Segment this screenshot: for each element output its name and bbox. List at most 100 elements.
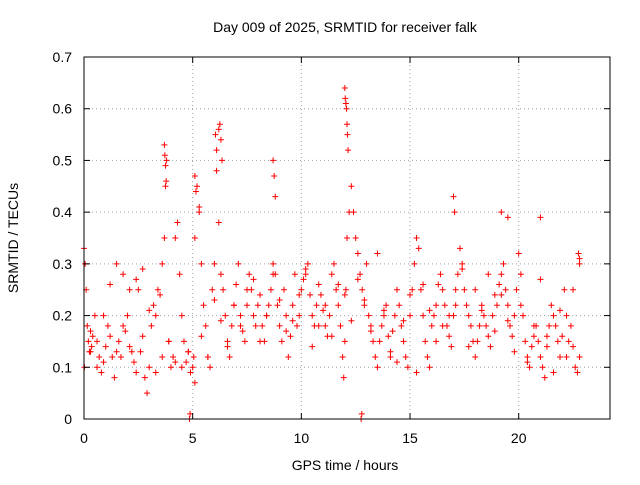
data-point xyxy=(367,322,374,329)
x-tick-label: 5 xyxy=(189,430,197,446)
data-point xyxy=(215,219,222,226)
data-point xyxy=(387,353,394,360)
data-point xyxy=(237,312,244,319)
data-point xyxy=(552,322,559,329)
data-point xyxy=(192,188,199,195)
data-point xyxy=(480,312,487,319)
data-point xyxy=(361,297,368,304)
data-point xyxy=(576,260,583,267)
data-point xyxy=(274,302,281,309)
data-point xyxy=(385,333,392,340)
data-point xyxy=(220,286,227,293)
data-point xyxy=(280,286,287,293)
data-point xyxy=(372,353,379,360)
data-point xyxy=(198,333,205,340)
data-point xyxy=(472,286,479,293)
data-point xyxy=(428,322,435,329)
data-point xyxy=(524,359,531,366)
data-point xyxy=(433,338,440,345)
data-point xyxy=(320,307,327,314)
plot-frame xyxy=(83,56,611,420)
y-tick-label: 0.4 xyxy=(53,204,73,220)
data-point xyxy=(426,307,433,314)
y-tick-label: 0.3 xyxy=(53,256,73,272)
data-point xyxy=(367,328,374,335)
x-tick-label: 15 xyxy=(402,430,418,446)
data-point xyxy=(550,312,557,319)
data-point xyxy=(511,348,518,355)
y-tick-label: 0.1 xyxy=(53,359,73,375)
data-point xyxy=(162,183,169,190)
data-point xyxy=(250,312,257,319)
data-point xyxy=(400,338,407,345)
data-point xyxy=(344,121,350,128)
data-point xyxy=(126,343,133,350)
data-point xyxy=(246,271,253,278)
data-point xyxy=(413,235,420,241)
data-point xyxy=(441,302,448,309)
data-point xyxy=(383,302,390,309)
data-point xyxy=(452,286,459,293)
data-point xyxy=(509,333,516,340)
data-point xyxy=(172,235,179,241)
data-point xyxy=(133,369,140,376)
data-point xyxy=(161,235,168,241)
data-point xyxy=(196,203,203,210)
data-point xyxy=(204,353,211,360)
data-point xyxy=(451,209,458,216)
data-point xyxy=(150,302,157,309)
data-point xyxy=(202,322,209,329)
data-point xyxy=(354,250,361,257)
data-point xyxy=(146,364,153,371)
data-point xyxy=(411,260,418,267)
data-point xyxy=(474,338,481,345)
data-point xyxy=(528,343,535,350)
data-point xyxy=(352,235,359,241)
data-point xyxy=(172,359,179,366)
x-tick-label: 10 xyxy=(294,430,310,446)
data-point xyxy=(285,353,292,360)
data-point xyxy=(402,353,409,360)
data-point xyxy=(94,364,101,371)
data-point xyxy=(87,328,94,335)
data-point xyxy=(335,281,342,288)
data-point xyxy=(574,369,581,376)
data-point xyxy=(120,271,127,278)
data-point xyxy=(459,266,466,273)
data-point xyxy=(537,276,544,283)
data-point xyxy=(235,260,242,267)
data-point xyxy=(343,105,350,112)
data-point xyxy=(328,333,335,340)
data-point xyxy=(374,250,381,257)
data-point xyxy=(133,276,140,283)
data-point xyxy=(152,369,159,376)
data-point xyxy=(207,364,214,371)
data-point xyxy=(389,328,396,335)
data-point xyxy=(213,167,220,174)
chart-title: Day 009 of 2025, SRMTID for receiver fal… xyxy=(213,19,478,35)
data-point xyxy=(541,374,548,381)
data-point xyxy=(543,343,550,350)
data-point xyxy=(504,214,511,221)
data-point xyxy=(342,286,349,293)
data-point xyxy=(217,317,224,324)
data-point xyxy=(380,307,387,314)
data-point xyxy=(350,209,357,216)
data-point xyxy=(265,302,272,309)
data-point xyxy=(146,307,153,314)
data-point xyxy=(420,281,427,288)
data-point xyxy=(326,312,333,319)
data-point xyxy=(122,328,129,335)
data-point xyxy=(575,250,582,257)
data-point xyxy=(313,302,320,309)
data-point xyxy=(446,312,453,319)
data-point xyxy=(137,348,144,355)
data-point xyxy=(194,183,201,190)
data-point xyxy=(211,297,218,304)
data-point xyxy=(530,322,537,329)
y-tick-label: 0.7 xyxy=(53,49,73,65)
data-point xyxy=(498,271,505,278)
data-point xyxy=(176,271,183,278)
data-point xyxy=(187,369,194,376)
